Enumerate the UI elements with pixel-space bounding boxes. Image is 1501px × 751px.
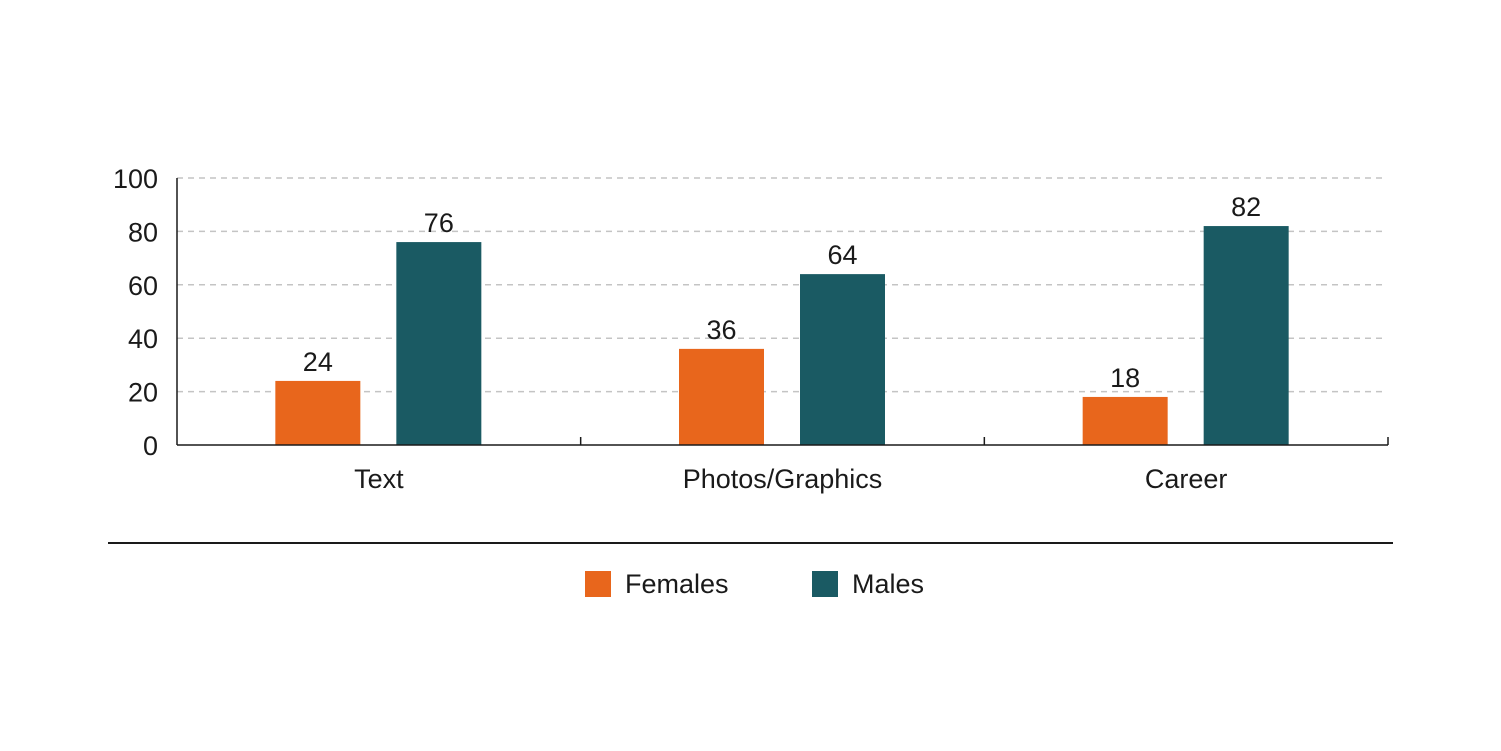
bar-females (275, 380, 361, 445)
bar-females (679, 348, 764, 445)
data-label: 24 (303, 347, 333, 377)
labels: 0 20 40 60 80 100 24 76 Text 36 64 Photos/Graphics 1… (113, 164, 1261, 494)
y-tick-label: 40 (128, 324, 158, 354)
legend-item-males: Males (812, 566, 924, 602)
legend-item-females: Females (585, 566, 729, 602)
y-tick-label: 20 (128, 378, 158, 408)
gridlines (177, 177, 1384, 393)
y-tick-label: 100 (113, 164, 158, 194)
bar-females (1082, 396, 1168, 445)
axes (176, 178, 1389, 446)
x-tick-label: Career (1145, 464, 1228, 494)
legend-label-males: Males (852, 568, 925, 599)
legend-swatch-females (585, 571, 611, 597)
data-label: 18 (1110, 363, 1140, 393)
x-tick-label: Photos/Graphics (683, 464, 883, 494)
y-tick-label: 80 (128, 217, 158, 247)
y-tick-label: 60 (128, 271, 158, 301)
data-label: 82 (1231, 192, 1261, 222)
bar-males (800, 274, 885, 445)
bar-males (1203, 226, 1289, 445)
legend-label-females: Females (625, 568, 729, 599)
legend-swatch-males (812, 571, 838, 597)
data-label: 36 (706, 315, 736, 345)
x-tick-label: Text (354, 464, 404, 494)
y-tick-label: 0 (143, 431, 158, 461)
bars (275, 226, 1289, 445)
data-label: 76 (424, 208, 454, 238)
bar-males (396, 242, 482, 445)
data-label: 64 (827, 240, 857, 270)
legend: Females Males (0, 566, 1501, 602)
